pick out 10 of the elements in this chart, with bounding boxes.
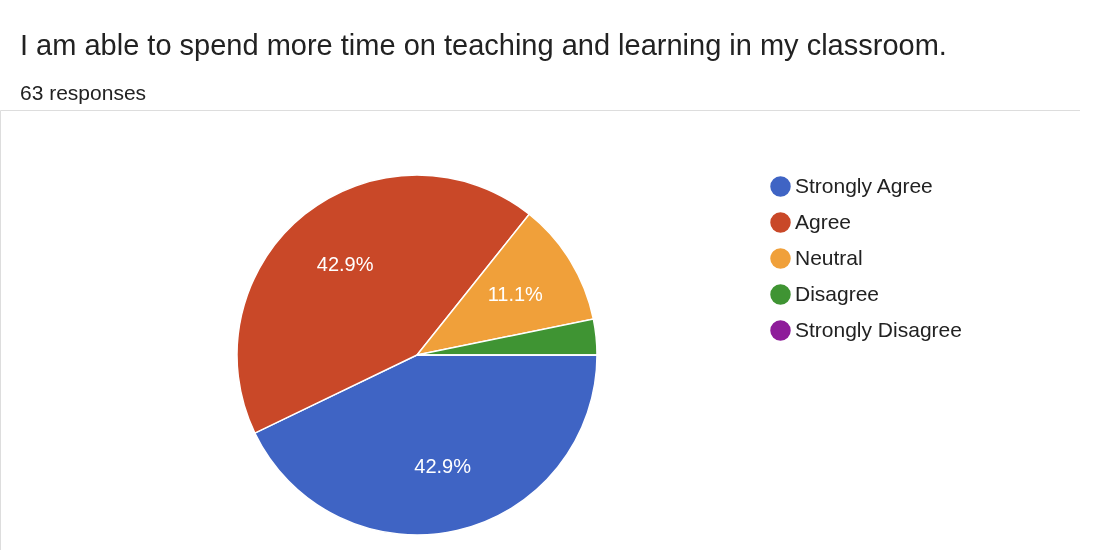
data-label: 11.1% — [487, 282, 544, 305]
legend-label: Strongly Disagree — [795, 317, 962, 341]
legend-label: Disagree — [795, 281, 880, 305]
chart-subtitle: 63 responses — [20, 81, 147, 104]
legend-label: Strongly Agree — [795, 173, 933, 197]
legend-label: Agree — [795, 209, 852, 233]
chart-title: I am able to spend more time on teaching and learning in my classroom. — [20, 29, 947, 61]
data-label: 42.9% — [414, 455, 472, 478]
data-label: 42.9% — [316, 252, 374, 275]
legend-label: Neutral — [795, 245, 863, 269]
